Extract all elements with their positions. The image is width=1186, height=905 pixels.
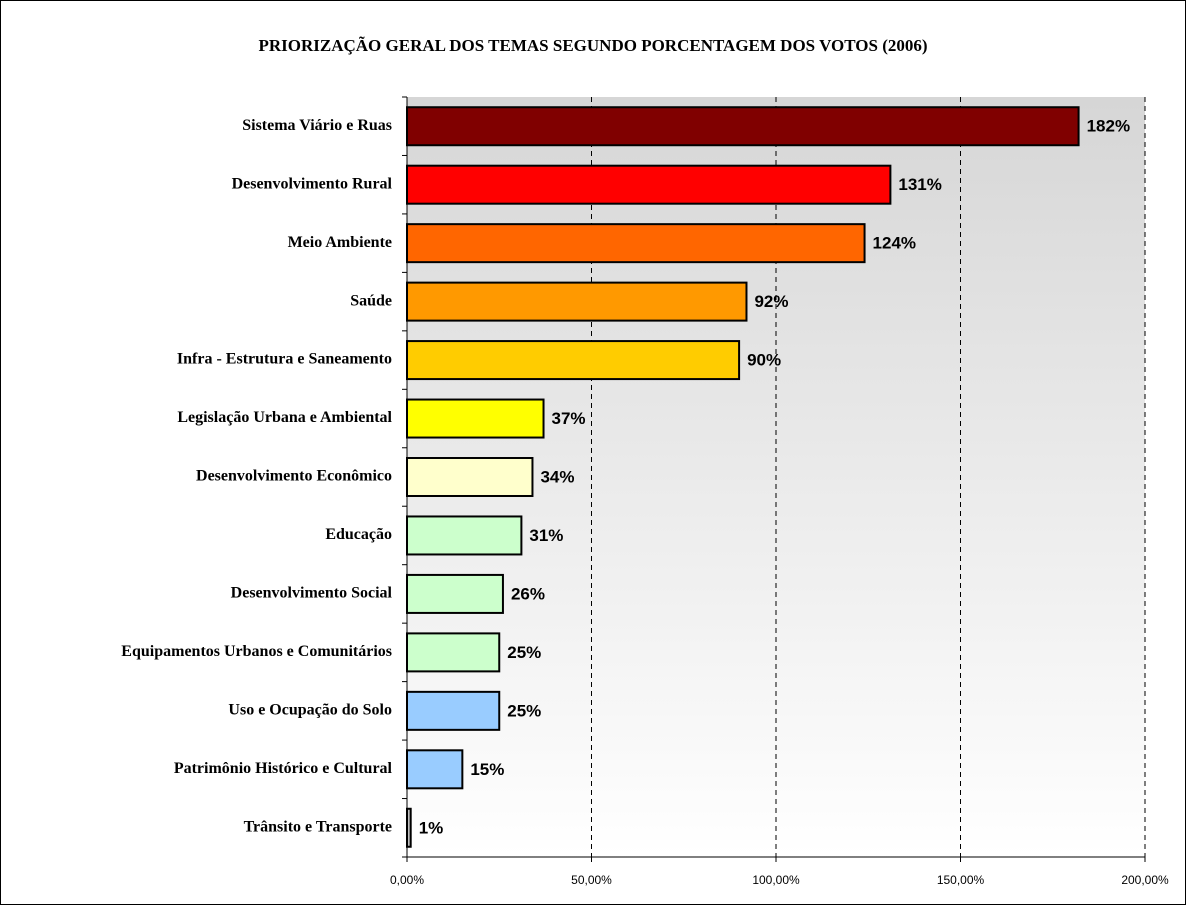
- value-label: 15%: [470, 760, 504, 779]
- chart-title: PRIORIZAÇÃO GERAL DOS TEMAS SEGUNDO PORC…: [258, 36, 927, 55]
- bar: [406, 573, 504, 614]
- value-label: 182%: [1087, 117, 1130, 136]
- value-label: 34%: [540, 467, 574, 486]
- y-tick-label: Patrimônio Histórico e Cultural: [174, 760, 393, 777]
- bar: [406, 632, 501, 673]
- value-label: 37%: [552, 409, 586, 428]
- value-label: 25%: [507, 643, 541, 662]
- bar: [406, 164, 892, 205]
- value-label: 25%: [507, 701, 541, 720]
- y-tick-label: Desenvolvimento Rural: [232, 175, 393, 192]
- value-label: 26%: [511, 584, 545, 603]
- y-tick-label: Uso e Ocupação do Solo: [228, 702, 392, 719]
- x-tick-label: 150,00%: [937, 873, 985, 887]
- y-tick-label: Trânsito e Transporte: [244, 818, 392, 835]
- bar: [406, 690, 501, 731]
- y-tick-label: Desenvolvimento Econômico: [196, 468, 392, 485]
- y-tick-label: Sistema Viário e Ruas: [242, 117, 392, 134]
- bar: [406, 457, 534, 497]
- y-tick-label: Saúde: [350, 292, 392, 309]
- y-tick-label: Desenvolvimento Social: [231, 585, 393, 602]
- y-tick-label: Educação: [325, 526, 392, 543]
- value-label: 92%: [754, 292, 788, 311]
- bar: [406, 340, 741, 381]
- x-tick-label: 50,00%: [571, 873, 612, 887]
- x-tick-label: 100,00%: [752, 873, 800, 887]
- y-tick-label: Infra - Estrutura e Saneamento: [177, 351, 392, 368]
- value-label: 90%: [747, 351, 781, 370]
- bar: [406, 223, 866, 264]
- bar: [406, 398, 545, 439]
- value-label: 131%: [898, 175, 941, 194]
- value-label: 124%: [873, 234, 916, 253]
- y-tick-label: Meio Ambiente: [288, 234, 392, 251]
- value-label: 31%: [529, 526, 563, 545]
- y-tick-label: Equipamentos Urbanos e Comunitários: [121, 643, 392, 660]
- y-tick-label: Legislação Urbana e Ambiental: [177, 409, 392, 426]
- bar: [406, 749, 464, 790]
- bar: [406, 106, 1080, 147]
- bar: [406, 281, 748, 322]
- x-tick-label: 200,00%: [1121, 873, 1169, 887]
- bar: [406, 807, 412, 848]
- value-label: 1%: [419, 818, 444, 837]
- x-tick-label: 0,00%: [390, 873, 424, 887]
- bar: [406, 515, 523, 556]
